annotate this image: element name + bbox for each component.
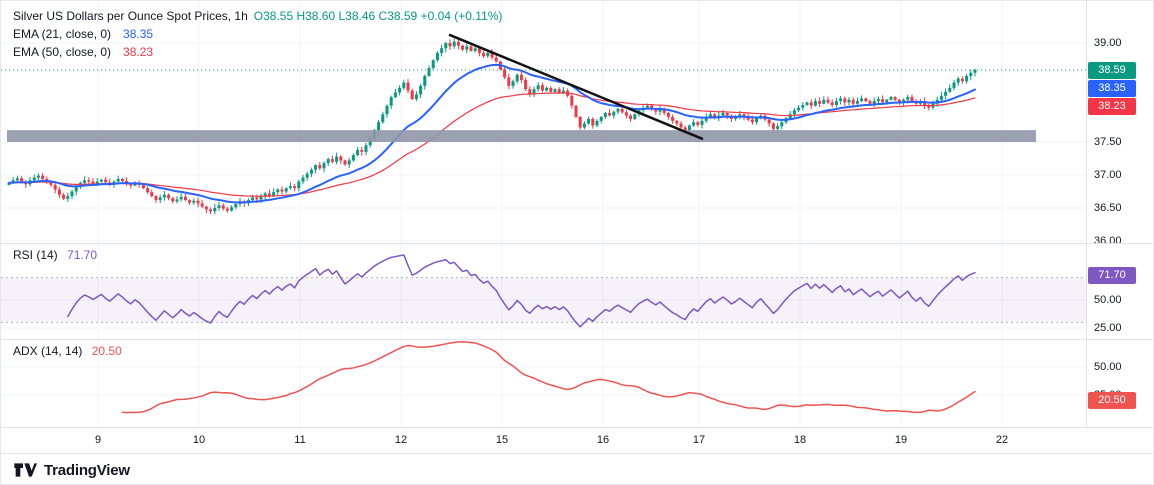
time-label: 9 (94, 434, 102, 446)
price-axis[interactable]: 39.00 37.50 37.00 36.50 36.00 50.00 25.00 50.00… (1087, 1, 1153, 427)
time-label: 11 (294, 434, 306, 446)
price-label: 37.00 (1094, 169, 1122, 181)
price-axis-border (1086, 1, 1087, 427)
time-label: 22 (995, 434, 1009, 446)
ema50-legend-label: EMA (50, close, 0) (13, 45, 112, 59)
time-label: 10 (192, 434, 206, 446)
time-label: 17 (692, 434, 706, 446)
ema21-badge: 38.35 (1088, 79, 1136, 97)
time-label: 18 (793, 434, 807, 446)
tradingview-logo-icon (14, 463, 37, 477)
rsi-badge: 71.70 (1088, 267, 1136, 285)
panel-separator-time (1, 427, 1153, 428)
last-price-badge: 38.59 (1088, 61, 1136, 79)
ema50-legend-row[interactable]: EMA (50, close, 0) 38.23 (13, 43, 502, 61)
ema21-legend-row[interactable]: EMA (21, close, 0) 38.35 (13, 25, 502, 43)
time-axis[interactable]: 9 10 11 12 15 16 17 18 19 22 (1, 428, 1153, 453)
panel-separator-rsi[interactable] (1, 243, 1153, 244)
price-chart-canvas[interactable] (1, 1, 1086, 427)
time-label: 16 (596, 434, 610, 446)
rsi-scale-label: 50.00 (1094, 294, 1122, 306)
time-label: 15 (495, 434, 509, 446)
price-label: 36.00 (1094, 235, 1122, 247)
chart-plot-area[interactable] (1, 1, 1086, 427)
panel-separator-adx[interactable] (1, 339, 1153, 340)
time-label: 19 (894, 434, 908, 446)
time-label: 12 (394, 434, 408, 446)
adx-badge: 20.50 (1088, 391, 1136, 409)
tradingview-logo[interactable]: TradingView (13, 462, 130, 479)
rsi-scale-label: 25.00 (1094, 322, 1122, 334)
ema21-legend-label: EMA (21, close, 0) (13, 27, 112, 41)
price-label: 36.50 (1094, 202, 1122, 214)
price-label: 39.00 (1094, 37, 1122, 49)
ohlc-values: O38.55 H38.60 L38.46 C38.59 +0.04 (+0.11… (253, 9, 503, 23)
rsi-legend-row[interactable]: RSI (14) 71.70 (13, 248, 97, 262)
chart-legend: Silver US Dollars per Ounce Spot Prices,… (13, 7, 502, 61)
price-label: 37.50 (1094, 136, 1122, 148)
footer-bar: TradingView (1, 453, 1153, 484)
adx-legend-row[interactable]: ADX (14, 14) 20.50 (13, 344, 122, 358)
rsi-legend-value: 71.70 (67, 248, 98, 262)
ema50-badge: 38.23 (1088, 97, 1136, 115)
tradingview-brand-text: TradingView (44, 461, 130, 479)
symbol-row: Silver US Dollars per Ounce Spot Prices,… (13, 7, 502, 25)
symbol-title[interactable]: Silver US Dollars per Ounce Spot Prices,… (13, 9, 248, 23)
ema21-legend-value: 38.35 (123, 27, 154, 41)
adx-scale-label: 50.00 (1094, 361, 1122, 373)
rsi-legend-label: RSI (14) (13, 248, 58, 262)
ema50-legend-value: 38.23 (123, 45, 154, 59)
adx-legend-label: ADX (14, 14) (13, 344, 83, 358)
adx-legend-value: 20.50 (91, 344, 122, 358)
